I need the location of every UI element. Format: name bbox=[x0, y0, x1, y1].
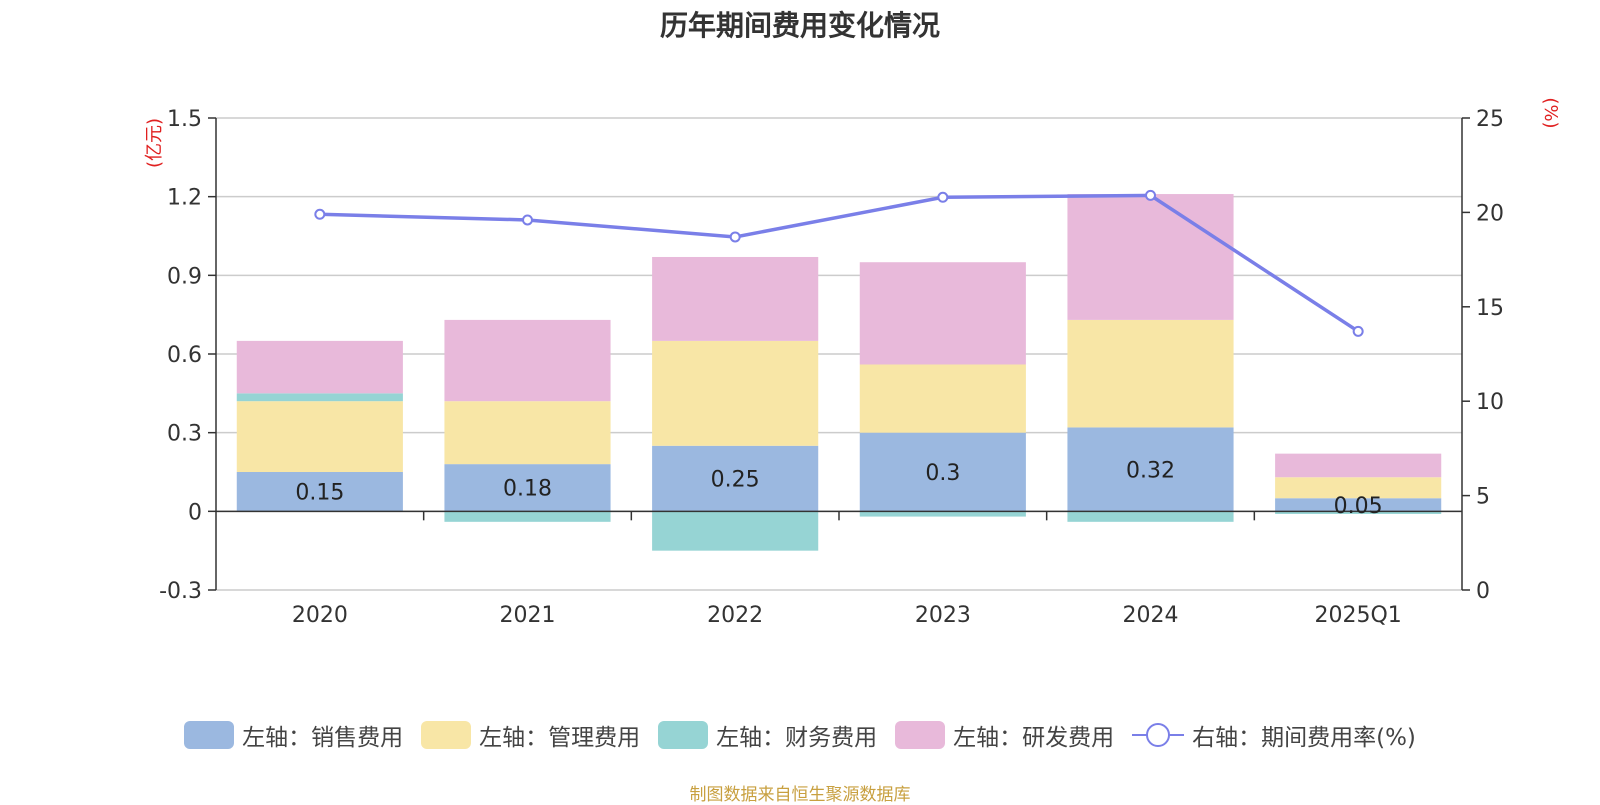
right-tick-label: 20 bbox=[1476, 201, 1504, 226]
legend-item-rnd[interactable]: 左轴：研发费用 bbox=[895, 718, 1114, 752]
expense-rate-point-2 bbox=[729, 231, 741, 243]
bar-segment-2-2 bbox=[652, 511, 819, 551]
right-tick-label: 5 bbox=[1476, 485, 1490, 510]
legend-item-admin[interactable]: 左轴：管理费用 bbox=[421, 718, 640, 752]
label-layer: 2020 2021 2022 2023 2024 2025Q1 0.15 0.18 0.25 0.… bbox=[292, 458, 1402, 628]
bar-segment-0-3 bbox=[859, 432, 1026, 512]
sales-value-label: 0.25 bbox=[711, 468, 760, 493]
sales-value-label: 0.15 bbox=[295, 481, 344, 506]
legend-swatch-finance bbox=[658, 721, 709, 749]
right-tick-label: 0 bbox=[1476, 579, 1490, 604]
bar-layer bbox=[236, 194, 1442, 551]
bar-segment-1-3 bbox=[859, 364, 1026, 433]
right-tick-label: 15 bbox=[1476, 296, 1504, 321]
category-label: 2024 bbox=[1123, 603, 1179, 628]
right-tick-label: 25 bbox=[1476, 107, 1504, 132]
bar-segment-0-2 bbox=[652, 445, 819, 512]
legend-item-sales[interactable]: 左轴：销售费用 bbox=[184, 718, 403, 752]
left-tick-label: 0.9 bbox=[167, 264, 202, 289]
left-tick-label: -0.3 bbox=[159, 579, 202, 604]
bar-segment-2-0 bbox=[236, 393, 403, 402]
legend-item-rate[interactable]: 右轴：期间费用率(%) bbox=[1132, 718, 1416, 752]
chart-title: 历年期间费用变化情况 bbox=[659, 9, 940, 42]
expense-rate-point-3 bbox=[937, 191, 949, 203]
legend-label-sales: 左轴：销售费用 bbox=[242, 725, 404, 751]
bar-segment-1-1 bbox=[444, 401, 611, 465]
category-label: 2021 bbox=[500, 603, 556, 628]
left-tick-label: 1.5 bbox=[167, 107, 202, 132]
legend-label-rate: 右轴：期间费用率(%) bbox=[1192, 725, 1416, 751]
left-tick-label: 1.2 bbox=[167, 186, 202, 211]
bar-segment-2-5 bbox=[1275, 511, 1442, 514]
legend-label-finance: 左轴：财务费用 bbox=[716, 725, 878, 751]
bar-segment-0-0 bbox=[236, 472, 403, 512]
sales-value-label: 0.05 bbox=[1334, 494, 1383, 519]
legend-item-finance[interactable]: 左轴：财务费用 bbox=[658, 718, 877, 752]
bar-segment-0-4 bbox=[1067, 427, 1234, 512]
legend: 左轴：销售费用 左轴：管理费用 左轴：财务费用 左轴：研发费用 右轴：期间费用率… bbox=[0, 718, 1600, 752]
left-tick-label: 0.6 bbox=[167, 343, 202, 368]
bar-segment-1-4 bbox=[1067, 319, 1234, 428]
bar-segment-3-4 bbox=[1067, 194, 1234, 320]
axis-layer: 1.5 1.2 0.9 0.6 0.3 0 -0.3 25 20 15 10 5 0 (亿元) (%) bbox=[144, 97, 1561, 604]
bar-segment-3-0 bbox=[236, 340, 403, 394]
category-label: 2023 bbox=[915, 603, 971, 628]
bar-segment-3-1 bbox=[444, 319, 611, 402]
bar-segment-0-1 bbox=[444, 464, 611, 512]
expense-rate-point-1 bbox=[522, 214, 533, 226]
legend-line-rate bbox=[1132, 721, 1185, 749]
bar-segment-2-1 bbox=[444, 511, 611, 522]
legend-swatch-admin bbox=[421, 721, 472, 749]
bar-segment-3-3 bbox=[859, 262, 1026, 365]
bar-segment-2-3 bbox=[859, 511, 1026, 517]
expense-rate-point-0 bbox=[314, 208, 326, 220]
expense-rate-point-4 bbox=[1145, 189, 1156, 201]
bar-segment-1-5 bbox=[1275, 477, 1442, 499]
legend-swatch-sales bbox=[184, 721, 235, 749]
sales-value-label: 0.3 bbox=[925, 461, 960, 486]
bar-segment-1-0 bbox=[236, 401, 403, 472]
line-layer bbox=[314, 189, 1364, 337]
expense-rate-point-5 bbox=[1352, 325, 1364, 337]
right-axis-unit: (%) bbox=[1540, 97, 1561, 128]
left-axis-unit: (亿元) bbox=[144, 118, 165, 168]
bar-segment-3-2 bbox=[652, 256, 819, 341]
bar-segment-0-5 bbox=[1275, 498, 1442, 512]
bar-segment-3-5 bbox=[1275, 453, 1442, 478]
legend-label-rnd: 左轴：研发费用 bbox=[953, 725, 1115, 751]
category-label: 2022 bbox=[707, 603, 763, 628]
expense-rate-line bbox=[319, 193, 1360, 333]
bar-segment-1-2 bbox=[652, 340, 819, 446]
bar-segment-2-4 bbox=[1067, 511, 1234, 522]
right-tick-label: 10 bbox=[1476, 390, 1504, 415]
category-label: 2025Q1 bbox=[1315, 603, 1402, 628]
source-note: 制图数据来自恒生聚源数据库 bbox=[689, 785, 911, 805]
sales-value-label: 0.18 bbox=[503, 477, 552, 502]
left-tick-label: 0 bbox=[188, 500, 202, 525]
legend-label-admin: 左轴：管理费用 bbox=[479, 725, 641, 751]
sales-value-label: 0.32 bbox=[1126, 458, 1175, 483]
legend-swatch-rnd bbox=[895, 721, 946, 749]
category-label: 2020 bbox=[292, 603, 348, 628]
left-tick-label: 0.3 bbox=[167, 422, 202, 447]
